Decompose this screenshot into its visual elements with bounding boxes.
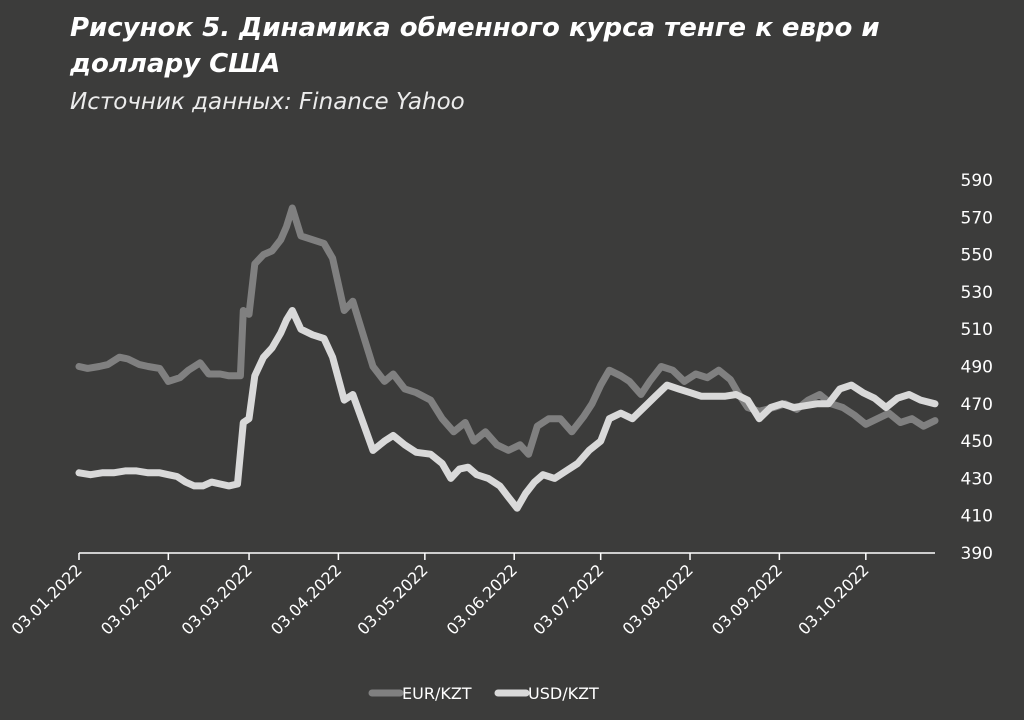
y-tick-label: 410 (961, 507, 993, 527)
chart-subtitle: Источник данных: Finance Yahoo (70, 89, 465, 115)
x-tick-label: 03.05.2022 (353, 560, 431, 638)
y-tick-label: 510 (961, 320, 993, 340)
x-tick-label: 03.08.2022 (619, 560, 697, 638)
legend-label: USD/KZT (528, 684, 599, 703)
x-tick-label: 03.07.2022 (529, 560, 607, 638)
x-tick-label: 03.03.2022 (178, 560, 256, 638)
y-tick-label: 570 (961, 208, 993, 228)
series-line-eur-kzt (75, 204, 939, 458)
y-tick-label: 390 (961, 544, 993, 564)
y-tick-label: 550 (961, 246, 993, 266)
y-axis: 390 410 430 450 470 490 510 530 550 570 590 (961, 171, 993, 564)
x-axis: 03.01.2022 03.02.2022 03.03.2022 03.04.2022… (8, 552, 935, 639)
legend-label: EUR/KZT (402, 684, 472, 703)
y-tick-label: 430 (961, 469, 993, 489)
y-tick-label: 530 (961, 283, 993, 303)
x-tick-label: 03.02.2022 (97, 560, 175, 638)
legend-item: EUR/KZT (368, 684, 472, 703)
x-tick-label: 03.09.2022 (708, 560, 786, 638)
x-tick-label: 03.01.2022 (8, 560, 86, 638)
x-tick-label: 03.04.2022 (267, 560, 345, 638)
y-tick-label: 450 (961, 432, 993, 452)
legend: EUR/KZT USD/KZT (368, 684, 599, 703)
series-line-usd-kzt (75, 307, 939, 512)
y-tick-label: 470 (961, 395, 993, 415)
y-tick-label: 590 (961, 171, 993, 191)
y-tick-label: 490 (961, 358, 993, 378)
chart-title: Рисунок 5. Динамика обменного курса тенг… (70, 13, 880, 79)
series-layer (75, 204, 939, 512)
legend-item: USD/KZT (494, 684, 599, 703)
x-tick-label: 03.10.2022 (794, 560, 872, 638)
x-tick-label: 03.06.2022 (443, 560, 521, 638)
